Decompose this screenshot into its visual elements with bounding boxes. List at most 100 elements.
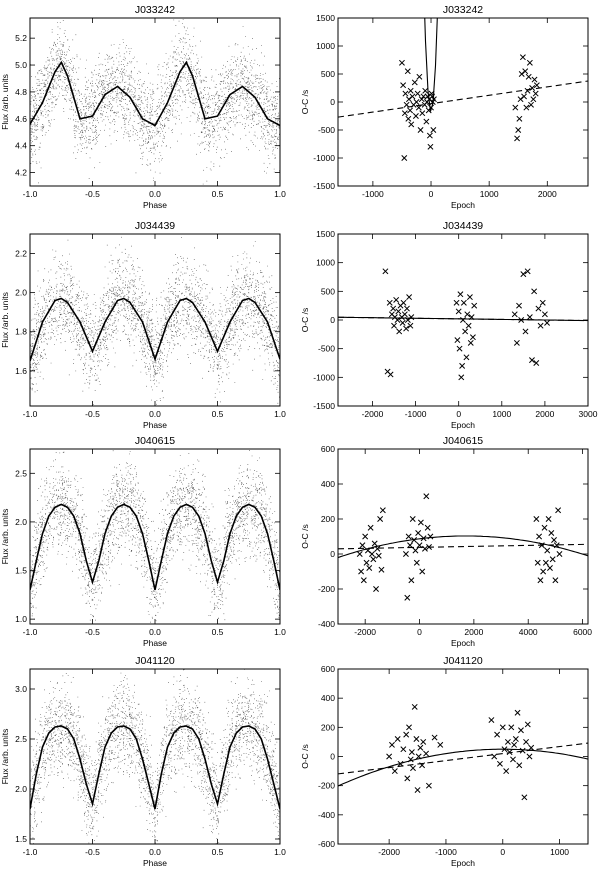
flux-points <box>30 234 280 405</box>
oc-point <box>401 155 408 161</box>
oc-point <box>454 337 461 344</box>
oc-point <box>397 760 404 767</box>
oc-point <box>551 537 557 543</box>
y-tick-label: 1000 <box>316 258 335 268</box>
oc-point <box>544 319 551 326</box>
x-tick-label: 1.0 <box>274 409 286 419</box>
oc-point <box>515 127 522 133</box>
oc-point <box>437 741 444 748</box>
x-tick-label: -0.5 <box>85 627 100 637</box>
oc-point <box>539 299 546 306</box>
oc-point <box>552 577 559 584</box>
oc-point <box>506 749 513 756</box>
x-tick-label: 0 <box>429 189 434 199</box>
oc-point <box>412 113 419 119</box>
oc-point <box>466 294 473 301</box>
oc-point <box>378 566 385 573</box>
x-tick-label: -1000 <box>435 847 457 857</box>
binned-lightcurve-line <box>30 297 280 362</box>
panel-title: J033242 <box>443 4 483 16</box>
oc-point <box>456 345 463 352</box>
oc-point <box>408 749 415 756</box>
oc-point <box>519 54 526 61</box>
oc-point <box>468 314 475 321</box>
x-tick-label: -1000 <box>362 189 384 199</box>
oc-point <box>465 322 472 329</box>
x-axis-label: Epoch <box>451 858 475 868</box>
oc-point <box>522 328 529 335</box>
y-tick-label: -1500 <box>313 181 335 191</box>
y-tick-label: 2.2 <box>15 249 27 259</box>
oc-point <box>415 753 422 760</box>
oc-point <box>407 107 414 114</box>
oc-point <box>460 299 467 306</box>
y-tick-label: 4.8 <box>15 87 27 97</box>
oc-point <box>522 68 529 75</box>
oc-point <box>534 559 541 566</box>
axes-frame <box>337 448 589 625</box>
oc-point <box>504 738 511 745</box>
y-tick-label: 2.0 <box>15 288 27 298</box>
oc-point <box>542 559 549 566</box>
oc-point <box>375 552 382 559</box>
y-tick-label: 1.5 <box>15 566 27 576</box>
y-tick-label: 500 <box>321 69 335 79</box>
oc-point <box>523 738 530 745</box>
oc-point <box>429 93 436 100</box>
oc-point <box>511 311 518 318</box>
oc-point <box>526 314 533 321</box>
y-tick-label: 3.0 <box>15 684 27 694</box>
plot-area <box>338 18 588 161</box>
oc-point <box>382 268 389 275</box>
oc-point <box>533 360 540 366</box>
panel-oc2: J034439 Epoch O-C /s -2000 -1000 0 1000 2000 300… <box>300 220 598 430</box>
oc-point <box>416 73 423 80</box>
x-axis-label: Phase <box>143 200 167 210</box>
oc-point <box>395 308 402 315</box>
x-axis-label: Phase <box>143 858 167 868</box>
y-tick-label: 0 <box>330 752 335 762</box>
oc-point <box>430 127 437 133</box>
oc-point <box>526 59 533 66</box>
y-tick-label: -400 <box>318 810 335 820</box>
oc-point <box>396 328 403 335</box>
linear-fit-line <box>338 742 588 775</box>
oc-point <box>369 551 375 557</box>
x-tick-label: 0 <box>456 409 461 419</box>
oc-point <box>408 121 415 128</box>
panel-lc1: J033242 Phase Flux /arb. units -1.0 -0.5 0.0 0… <box>0 4 286 210</box>
oc-point <box>409 93 416 100</box>
y-tick-label: 4.6 <box>15 114 27 124</box>
oc-point <box>426 544 432 550</box>
y-axis-label: O-C /s <box>300 524 310 549</box>
oc-point <box>537 322 544 329</box>
y-axis-label: Flux /arb. units <box>0 509 10 565</box>
oc-point <box>520 271 527 278</box>
y-tick-label: 4.2 <box>15 168 27 178</box>
oc-point <box>407 322 414 329</box>
x-tick-label: -1.0 <box>23 189 38 199</box>
y-tick-label: -200 <box>318 781 335 791</box>
flux-point-cloud <box>30 669 280 844</box>
oc-point <box>524 268 531 275</box>
oc-point <box>548 530 555 536</box>
oc-point <box>458 374 465 381</box>
y-tick-label: 200 <box>321 514 335 524</box>
y-tick-label: 4.4 <box>15 141 27 151</box>
oc-point <box>407 87 414 94</box>
y-axis-label: O-C /s <box>300 744 310 769</box>
y-axis-label: O-C /s <box>300 90 310 115</box>
oc-point <box>537 577 544 584</box>
oc-point <box>535 305 542 312</box>
x-tick-label: 0 <box>500 847 505 857</box>
oc-point <box>455 308 462 315</box>
y-tick-label: 0 <box>330 315 335 325</box>
oc-point <box>412 547 419 554</box>
oc-point <box>404 305 410 312</box>
y-tick-label: -400 <box>318 619 335 629</box>
oc-point <box>427 143 434 150</box>
y-tick-label: 1.8 <box>15 327 27 337</box>
axes-frame <box>337 17 589 187</box>
x-tick-label: 1.0 <box>274 847 286 857</box>
